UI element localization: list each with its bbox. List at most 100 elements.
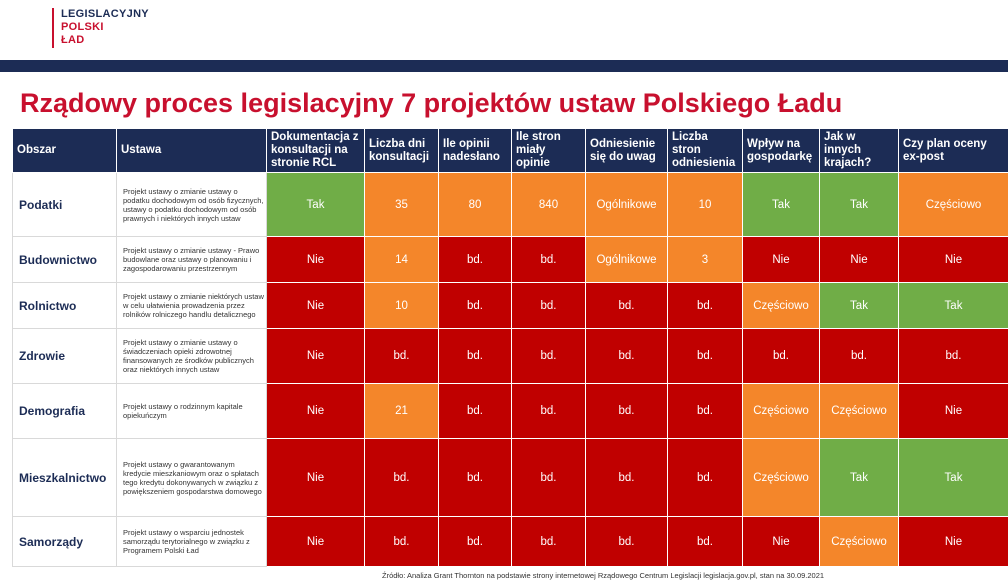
status-cell: Ogólnikowe — [585, 172, 668, 237]
status-cell: bd. — [438, 236, 512, 283]
status-cell: 10 — [364, 282, 439, 329]
status-cell: Nie — [266, 516, 365, 567]
status-cell: Nie — [898, 516, 1008, 567]
status-cell: 14 — [364, 236, 439, 283]
status-cell: bd. — [898, 328, 1008, 384]
status-cell: 3 — [667, 236, 743, 283]
status-cell: Nie — [742, 236, 820, 283]
status-cell: Ogólnikowe — [585, 236, 668, 283]
status-cell: Tak — [819, 172, 899, 237]
status-cell: bd. — [585, 438, 668, 517]
area-cell: Zdrowie — [12, 328, 117, 384]
status-cell: bd. — [438, 282, 512, 329]
status-cell: bd. — [667, 438, 743, 517]
logo: LEGISLACYJNY POLSKI ŁAD — [52, 8, 162, 48]
law-cell: Projekt ustawy o zmianie ustawy - Prawo … — [116, 236, 267, 283]
logo-line-3: ŁAD — [61, 34, 85, 46]
status-cell: Częściowo — [819, 516, 899, 567]
col-header-inne-kraje: Jak w innych krajach? — [819, 128, 899, 173]
status-cell: bd. — [511, 282, 586, 329]
status-cell: bd. — [438, 383, 512, 439]
status-cell: 10 — [667, 172, 743, 237]
law-cell: Projekt ustawy o rodzinnym kapitale opie… — [116, 383, 267, 439]
status-cell: bd. — [585, 383, 668, 439]
status-cell: bd. — [585, 282, 668, 329]
col-header-wplyw: Wpływ na gospodarkę — [742, 128, 820, 173]
status-cell: 21 — [364, 383, 439, 439]
col-header-ustawa: Ustawa — [116, 128, 267, 173]
status-cell: Nie — [266, 282, 365, 329]
status-cell: bd. — [585, 328, 668, 384]
status-cell: bd. — [511, 438, 586, 517]
table-row: Samorządy Projekt ustawy o wsparciu jedno… — [12, 516, 1008, 567]
status-cell: Tak — [819, 282, 899, 329]
status-cell: bd. — [585, 516, 668, 567]
logo-line-1: LEGISLACYJNY — [61, 8, 149, 20]
status-cell: Nie — [742, 516, 820, 567]
status-cell: bd. — [511, 383, 586, 439]
status-cell: Tak — [819, 438, 899, 517]
area-cell: Rolnictwo — [12, 282, 117, 329]
area-cell: Demografia — [12, 383, 117, 439]
status-cell: bd. — [438, 438, 512, 517]
area-cell: Budownictwo — [12, 236, 117, 283]
area-cell: Podatki — [12, 172, 117, 237]
status-cell: bd. — [742, 328, 820, 384]
status-cell: Nie — [266, 383, 365, 439]
status-cell: Częściowo — [742, 282, 820, 329]
header-row: Obszar Ustawa Dokumentacja z konsultacji… — [12, 128, 1008, 173]
table-row: Budownictwo Projekt ustawy o zmianie usta… — [12, 236, 1008, 283]
status-cell: Nie — [898, 236, 1008, 283]
area-cell: Samorządy — [12, 516, 117, 567]
status-cell: bd. — [364, 438, 439, 517]
status-cell: Częściowo — [898, 172, 1008, 237]
table-row: Demografia Projekt ustawy o rodzinnym kap… — [12, 383, 1008, 439]
status-cell: bd. — [667, 282, 743, 329]
status-cell: Nie — [266, 236, 365, 283]
status-cell: Nie — [266, 438, 365, 517]
status-cell: bd. — [364, 328, 439, 384]
law-cell: Projekt ustawy o wsparciu jednostek samo… — [116, 516, 267, 567]
col-header-dokumentacja: Dokumentacja z konsultacji na stronie RC… — [266, 128, 365, 173]
status-cell: bd. — [667, 328, 743, 384]
table-row: Podatki Projekt ustawy o zmianie ustawy o… — [12, 172, 1008, 237]
status-cell: bd. — [819, 328, 899, 384]
header-bar — [0, 60, 1008, 72]
col-header-obszar: Obszar — [12, 128, 117, 173]
status-cell: Tak — [742, 172, 820, 237]
status-cell: Częściowo — [742, 438, 820, 517]
status-cell: Nie — [898, 383, 1008, 439]
law-cell: Projekt ustawy o zmianie ustawy o świadc… — [116, 328, 267, 384]
status-cell: bd. — [364, 516, 439, 567]
status-cell: bd. — [511, 236, 586, 283]
status-cell: 840 — [511, 172, 586, 237]
source-note: Źródło: Analiza Grant Thornton na podsta… — [382, 571, 825, 580]
status-cell: 80 — [438, 172, 512, 237]
law-cell: Projekt ustawy o zmianie ustawy o podatk… — [116, 172, 267, 237]
table-row: Zdrowie Projekt ustawy o zmianie ustawy o… — [12, 328, 1008, 384]
status-cell: Częściowo — [819, 383, 899, 439]
status-cell: bd. — [511, 516, 586, 567]
page-title: Rządowy proces legislacyjny 7 projektów … — [20, 88, 843, 118]
col-header-liczba-stron: Liczba stron odniesienia — [667, 128, 743, 173]
status-cell: bd. — [438, 328, 512, 384]
status-cell: Tak — [266, 172, 365, 237]
status-cell: Nie — [819, 236, 899, 283]
status-cell: Częściowo — [742, 383, 820, 439]
status-cell: bd. — [511, 328, 586, 384]
col-header-ex-post: Czy plan oceny ex-post — [898, 128, 1008, 173]
legislation-table: Obszar Ustawa Dokumentacja z konsultacji… — [12, 128, 1008, 567]
law-cell: Projekt ustawy o gwarantowanym kredycie … — [116, 438, 267, 517]
logo-line-2: POLSKI — [61, 21, 104, 33]
status-cell: bd. — [667, 516, 743, 567]
status-cell: Nie — [266, 328, 365, 384]
law-cell: Projekt ustawy o zmianie niektórych usta… — [116, 282, 267, 329]
table-row: Mieszkalnictwo Projekt ustawy o gwarantow… — [12, 438, 1008, 517]
status-cell: Tak — [898, 282, 1008, 329]
status-cell: 35 — [364, 172, 439, 237]
table-row: Rolnictwo Projekt ustawy o zmianie niektó… — [12, 282, 1008, 329]
status-cell: Tak — [898, 438, 1008, 517]
col-header-ile-opinii: Ile opinii nadesłano — [438, 128, 512, 173]
col-header-liczba-dni: Liczba dni konsultacji — [364, 128, 439, 173]
col-header-ile-stron: Ile stron miały opinie — [511, 128, 586, 173]
